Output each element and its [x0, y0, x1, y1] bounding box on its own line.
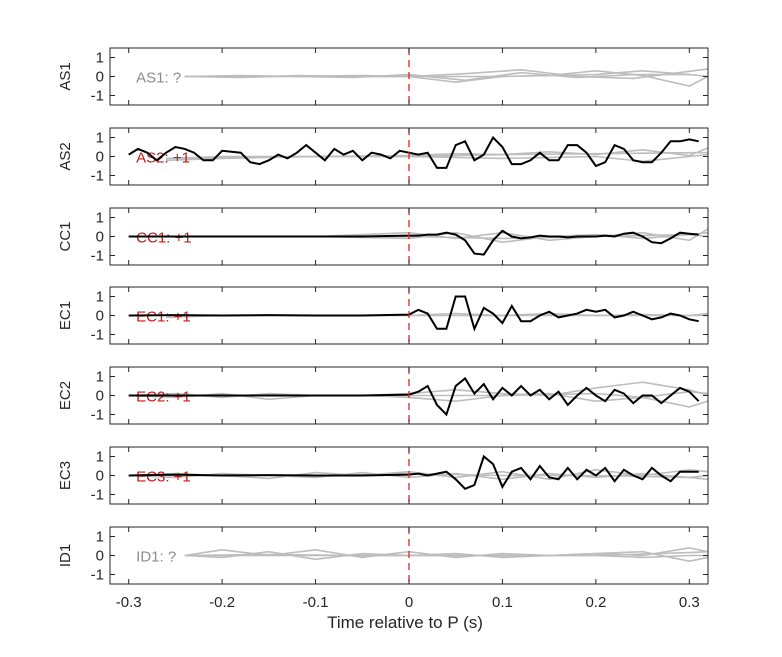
panel-id1: ID1: ? 1 0 -1 ID1: [57, 526, 709, 585]
y-tick-label: -1: [91, 248, 104, 265]
y-axis-label: EC1: [57, 301, 74, 330]
y-tick-label: -1: [91, 88, 104, 105]
station-label: AS1: ?: [136, 70, 181, 87]
background-traces: [184, 68, 708, 87]
y-tick-label: -1: [91, 168, 104, 185]
y-tick-label: 0: [96, 308, 104, 325]
station-label: ID1: ?: [136, 549, 176, 566]
y-tick-label: 0: [96, 69, 104, 86]
y-tick-label: -1: [91, 407, 104, 424]
x-tick-labels: -0.3 -0.2 -0.1 0 0.1 0.2 0.3: [116, 594, 700, 611]
station-label: EC2: +1: [136, 389, 191, 406]
y-tick-label: 1: [96, 130, 104, 147]
panel-ec2: EC2: +1 1 0 -1 EC2: [57, 366, 709, 425]
x-axis-label: Time relative to P (s): [327, 613, 483, 632]
y-tick-label: -1: [91, 327, 104, 344]
x-tick-label: -0.2: [209, 594, 235, 611]
y-tick-label: 0: [96, 548, 104, 565]
panel-ec3: EC3: +1 1 0 -1 EC3: [57, 446, 709, 505]
y-tick-label: 0: [96, 468, 104, 485]
x-tick-label: 0.1: [492, 594, 513, 611]
background-trace: [184, 553, 708, 559]
y-tick-label: 1: [96, 289, 104, 306]
y-tick-label: 1: [96, 50, 104, 67]
y-tick-label: 0: [96, 149, 104, 166]
y-axis-label: CC1: [57, 221, 74, 251]
background-traces: [184, 547, 708, 563]
y-tick-label: 0: [96, 229, 104, 246]
station-label: EC1: +1: [136, 309, 191, 326]
highlight-trace: [128, 135, 699, 169]
station-label: EC3: +1: [136, 469, 191, 486]
panel-as1: AS1: ? 1 0 -1 AS1: [57, 47, 709, 106]
highlight-trace: [128, 454, 699, 490]
x-tick-label: 0.3: [679, 594, 700, 611]
y-tick-label: -1: [91, 487, 104, 504]
y-tick-label: 1: [96, 210, 104, 227]
station-label: CC1: +1: [136, 230, 191, 247]
x-tick-label: 0: [405, 594, 413, 611]
panel-cc1: CC1: +1 1 0 -1 CC1: [57, 207, 709, 266]
y-tick-label: 1: [96, 529, 104, 546]
x-tick-label: 0.2: [585, 594, 606, 611]
y-axis-label: EC3: [57, 461, 74, 490]
y-tick-label: 1: [96, 369, 104, 386]
background-trace: [166, 153, 708, 163]
highlight-trace: [128, 229, 699, 256]
y-axis-label: EC2: [57, 381, 74, 410]
x-tick-label: -0.1: [303, 594, 329, 611]
highlight-trace: [128, 295, 699, 332]
y-tick-label: 1: [96, 449, 104, 466]
x-tick-label: -0.3: [116, 594, 142, 611]
y-axis-label: AS2: [57, 142, 74, 170]
background-trace: [128, 381, 708, 399]
y-tick-label: -1: [91, 567, 104, 584]
y-axis-label: AS1: [57, 62, 74, 90]
background-trace: [184, 550, 708, 563]
highlight-trace: [128, 376, 700, 417]
y-axis-label: ID1: [57, 544, 74, 567]
y-tick-label: 0: [96, 388, 104, 405]
panel-ec1: EC1: +1 1 0 -1 EC1: [57, 286, 709, 345]
background-trace: [184, 69, 708, 78]
